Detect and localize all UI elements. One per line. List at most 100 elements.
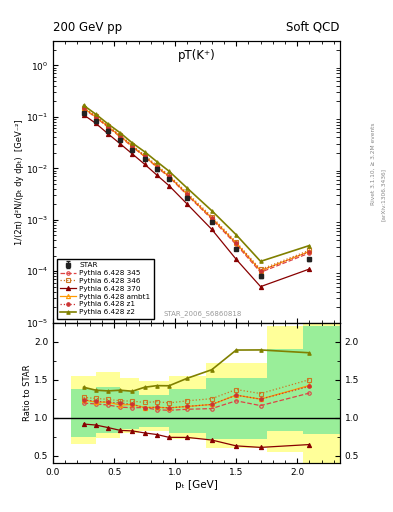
Pythia 6.428 z2 [234,232,239,238]
Pythia 6.428 z1 [81,105,86,111]
Pythia 6.428 370 [81,112,86,118]
Pythia 6.428 345 [307,250,312,256]
Text: Rivet 3.1.10, ≥ 3.2M events: Rivet 3.1.10, ≥ 3.2M events [371,122,376,205]
Pythia 6.428 370 [209,226,214,232]
Pythia 6.428 346 [307,247,312,253]
Pythia 6.428 ambt1 [81,105,86,111]
Pythia 6.428 346 [154,162,159,168]
Y-axis label: Ratio to STAR: Ratio to STAR [24,365,33,421]
Text: [arXiv:1306.3436]: [arXiv:1306.3436] [381,168,386,221]
Pythia 6.428 z1 [94,114,98,120]
Bar [138,395,169,427]
Pythia 6.428 z2 [185,185,190,191]
Pythia 6.428 345 [258,269,263,275]
Bar [72,389,96,437]
Pythia 6.428 346 [94,113,98,119]
Pythia 6.428 z1 [234,240,239,246]
Pythia 6.428 ambt1 [94,114,98,120]
Legend: STAR, Pythia 6.428 345, Pythia 6.428 346, Pythia 6.428 370, Pythia 6.428 ambt1, : STAR, Pythia 6.428 345, Pythia 6.428 346… [57,259,154,319]
Pythia 6.428 370 [258,284,263,290]
Pythia 6.428 z1 [130,143,135,149]
Pythia 6.428 z1 [118,133,123,139]
Pythia 6.428 345 [118,134,123,140]
Bar [206,363,267,448]
Pythia 6.428 ambt1 [130,143,135,149]
Pythia 6.428 345 [81,106,86,112]
Pythia 6.428 ambt1 [154,163,159,169]
Pythia 6.428 z1 [154,163,159,169]
Pythia 6.428 ambt1 [167,173,171,179]
Pythia 6.428 ambt1 [118,133,123,139]
Pythia 6.428 345 [106,124,110,130]
Pythia 6.428 z2 [106,121,110,127]
Line: Pythia 6.428 ambt1: Pythia 6.428 ambt1 [81,106,312,273]
Pythia 6.428 345 [154,164,159,170]
Pythia 6.428 346 [81,104,86,111]
Pythia 6.428 346 [234,239,239,245]
Pythia 6.428 370 [94,120,98,126]
Pythia 6.428 z2 [307,243,312,249]
Text: STAR_2006_S6860818: STAR_2006_S6860818 [163,310,241,317]
Bar [303,323,340,463]
Pythia 6.428 z2 [167,168,171,174]
Pythia 6.428 z2 [154,159,159,165]
Pythia 6.428 ambt1 [258,268,263,274]
Pythia 6.428 ambt1 [185,191,190,198]
Pythia 6.428 z2 [118,130,123,136]
Line: Pythia 6.428 370: Pythia 6.428 370 [81,113,312,289]
Pythia 6.428 ambt1 [209,215,214,221]
Pythia 6.428 345 [209,216,214,222]
Pythia 6.428 z1 [142,154,147,160]
Bar [96,387,120,433]
Pythia 6.428 z1 [106,123,110,130]
Pythia 6.428 z2 [94,111,98,117]
Pythia 6.428 370 [154,172,159,178]
Pythia 6.428 370 [234,256,239,262]
Bar [267,349,303,432]
Pythia 6.428 ambt1 [307,248,312,254]
Bar [96,372,120,438]
Pythia 6.428 345 [94,114,98,120]
Bar [206,378,267,439]
Pythia 6.428 345 [142,154,147,160]
Text: pT(K⁺): pT(K⁺) [178,50,215,62]
Text: 200 GeV pp: 200 GeV pp [53,21,122,34]
Bar [120,391,138,429]
Pythia 6.428 z1 [209,215,214,221]
Pythia 6.428 346 [258,266,263,272]
Pythia 6.428 z2 [81,102,86,109]
Pythia 6.428 ambt1 [234,240,239,246]
Y-axis label: 1/(2π) d²N/(pₜ dy dpₜ)  [GeV⁻²]: 1/(2π) d²N/(pₜ dy dpₜ) [GeV⁻²] [15,119,24,245]
Pythia 6.428 370 [118,141,123,147]
Pythia 6.428 370 [142,161,147,167]
Text: Soft QCD: Soft QCD [286,21,340,34]
Pythia 6.428 z1 [307,248,312,254]
Pythia 6.428 370 [130,151,135,157]
Pythia 6.428 345 [234,242,239,248]
Pythia 6.428 346 [209,214,214,220]
Pythia 6.428 370 [185,201,190,207]
Pythia 6.428 346 [142,152,147,158]
Pythia 6.428 ambt1 [106,123,110,130]
Bar [169,389,206,433]
Pythia 6.428 345 [130,144,135,150]
X-axis label: pₜ [GeV]: pₜ [GeV] [175,480,218,490]
Pythia 6.428 z2 [130,140,135,146]
Pythia 6.428 370 [106,131,110,137]
Line: Pythia 6.428 z2: Pythia 6.428 z2 [82,103,311,263]
Pythia 6.428 346 [167,172,171,178]
Pythia 6.428 z1 [258,268,263,274]
Line: Pythia 6.428 z1: Pythia 6.428 z1 [82,106,311,272]
Pythia 6.428 346 [106,123,110,129]
Pythia 6.428 ambt1 [142,154,147,160]
Pythia 6.428 346 [130,142,135,148]
Pythia 6.428 370 [167,183,171,189]
Pythia 6.428 z2 [209,207,214,214]
Bar [267,326,303,452]
Bar [72,376,96,444]
Pythia 6.428 345 [167,174,171,180]
Pythia 6.428 z1 [167,173,171,179]
Pythia 6.428 z2 [258,258,263,264]
Bar [120,378,138,433]
Line: Pythia 6.428 346: Pythia 6.428 346 [82,106,311,271]
